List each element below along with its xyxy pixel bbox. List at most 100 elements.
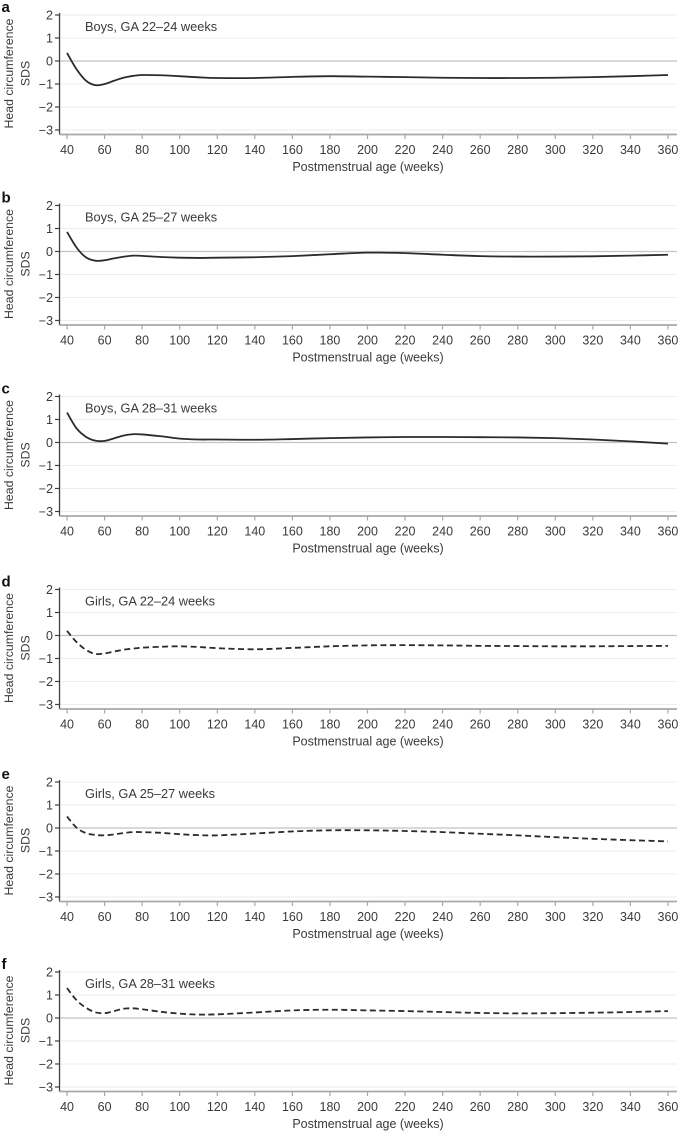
- x-tick-label: 340: [620, 143, 641, 157]
- x-tick-label: 360: [658, 910, 679, 924]
- x-tick-label: 100: [169, 143, 190, 157]
- y-axis-title-units: SDS: [19, 827, 33, 852]
- x-tick-label: 40: [60, 1100, 74, 1114]
- y-tick-label: −2: [39, 675, 53, 689]
- y-axis-title-units: SDS: [19, 635, 33, 660]
- x-tick-label: 160: [282, 1100, 303, 1114]
- data-curve: [66, 630, 668, 656]
- y-axis-title-units: SDS: [19, 443, 33, 468]
- x-tick-label: 240: [432, 717, 453, 731]
- y-tick-label: 1: [46, 798, 53, 812]
- x-tick-label: 280: [507, 1100, 528, 1114]
- y-tick-label: −2: [39, 100, 53, 114]
- x-tick-label: 180: [320, 143, 341, 157]
- x-tick-label: 240: [432, 910, 453, 924]
- x-tick-label: 220: [395, 333, 416, 347]
- x-tick-label: 200: [357, 525, 378, 539]
- data-curve: [66, 52, 669, 87]
- y-tick-label: 0: [46, 821, 53, 835]
- x-tick-label: 60: [98, 1100, 112, 1114]
- y-tick-label: −1: [39, 1035, 53, 1049]
- y-tick-label: −1: [39, 844, 53, 858]
- x-tick-label: 120: [207, 525, 228, 539]
- x-tick-label: 180: [320, 1100, 341, 1114]
- y-tick-label: −2: [39, 867, 53, 881]
- y-tick-label: 2: [46, 8, 53, 22]
- y-axis-title: Head circumference: [2, 785, 16, 895]
- x-tick-label: 200: [357, 333, 378, 347]
- y-axis-title: Head circumference: [2, 18, 16, 128]
- x-tick-label: 300: [545, 143, 566, 157]
- chart-group: 2 1 0 −1 −2 −3 40 60 80 100 120 140 160 180 200 220 240 2…: [2, 381, 679, 556]
- x-axis-title: Postmenstrual age (weeks): [292, 160, 443, 174]
- x-tick-label: 180: [320, 717, 341, 731]
- y-tick-label: −3: [39, 890, 53, 904]
- x-tick-label: 140: [244, 525, 265, 539]
- y-tick-label: −3: [39, 698, 53, 712]
- x-tick-label: 120: [207, 333, 228, 347]
- x-tick-label: 260: [470, 525, 491, 539]
- x-tick-label: 40: [60, 910, 74, 924]
- y-tick-label: 0: [46, 629, 53, 643]
- data-curve: [66, 231, 668, 262]
- x-tick-label: 260: [470, 717, 491, 731]
- x-tick-label: 320: [582, 143, 603, 157]
- x-tick-label: 300: [545, 525, 566, 539]
- y-tick-label: 1: [46, 413, 53, 427]
- chart-boys-ga28-31: 2 1 0 −1 −2 −3 40 60 80 100 120 140 160 180 200 220 240 2…: [2, 381, 679, 556]
- x-tick-label: 120: [207, 143, 228, 157]
- chart-boys-ga22-24: 2 1 0 −1 −2 −3 40 60 80 100 120 140 160 180 200 220 240 2…: [2, 0, 679, 174]
- x-tick-label: 80: [135, 1100, 149, 1114]
- x-tick-label: 320: [582, 910, 603, 924]
- data-curve: [66, 815, 669, 842]
- x-tick-label: 320: [582, 717, 603, 731]
- x-tick-label: 340: [620, 333, 641, 347]
- x-tick-label: 180: [320, 525, 341, 539]
- y-axis-title-units: SDS: [19, 251, 33, 276]
- data-curve: [66, 412, 669, 445]
- x-tick-label: 260: [470, 143, 491, 157]
- x-tick-label: 180: [320, 333, 341, 347]
- x-tick-label: 200: [357, 143, 378, 157]
- x-axis-title: Postmenstrual age (weeks): [292, 350, 443, 364]
- x-tick-label: 240: [432, 333, 453, 347]
- x-tick-label: 120: [207, 910, 228, 924]
- panel-letter: d: [2, 573, 11, 590]
- y-tick-label: 0: [46, 244, 53, 258]
- x-tick-label: 40: [60, 525, 74, 539]
- x-axis-title: Postmenstrual age (weeks): [292, 734, 443, 748]
- x-tick-label: 360: [658, 717, 679, 731]
- x-tick-label: 100: [169, 910, 190, 924]
- x-tick-label: 280: [507, 143, 528, 157]
- y-tick-label: 1: [46, 221, 53, 235]
- panel-e: 2 1 0 −1 −2 −3 40 60 80 100 120 140 160 180 200 220 240 2…: [0, 759, 685, 949]
- y-axis-title: Head circumference: [2, 593, 16, 703]
- x-tick-label: 340: [620, 1100, 641, 1114]
- y-tick-label: 0: [46, 54, 53, 68]
- chart-group: 2 1 0 −1 −2 −3 40 60 80 100 120 140 160 180 200 220 240 2…: [2, 190, 679, 364]
- y-tick-label: 2: [46, 583, 53, 597]
- panel-d: 2 1 0 −1 −2 −3 40 60 80 100 120 140 160 180 200 220 240 2…: [0, 569, 685, 759]
- x-tick-label: 160: [282, 143, 303, 157]
- x-tick-label: 360: [658, 333, 679, 347]
- x-tick-label: 240: [432, 1100, 453, 1114]
- x-tick-label: 160: [282, 717, 303, 731]
- x-tick-label: 160: [282, 525, 303, 539]
- x-tick-label: 280: [507, 717, 528, 731]
- x-tick-label: 300: [545, 1100, 566, 1114]
- x-tick-label: 220: [395, 717, 416, 731]
- y-tick-label: −3: [39, 1081, 53, 1095]
- chart-boys-ga25-27: 2 1 0 −1 −2 −3 40 60 80 100 120 140 160 180 200 220 240 2…: [2, 190, 679, 364]
- x-tick-label: 40: [60, 143, 74, 157]
- x-tick-label: 100: [169, 333, 190, 347]
- x-tick-label: 40: [60, 717, 74, 731]
- panel-title: Boys, GA 28–31 weeks: [85, 401, 217, 416]
- x-tick-label: 260: [470, 333, 491, 347]
- x-tick-label: 180: [320, 910, 341, 924]
- panel-title: Girls, GA 28–31 weeks: [85, 976, 215, 991]
- panel-title: Boys, GA 22–24 weeks: [85, 19, 217, 34]
- y-tick-label: −2: [39, 482, 53, 496]
- x-tick-label: 80: [135, 717, 149, 731]
- x-tick-label: 80: [135, 333, 149, 347]
